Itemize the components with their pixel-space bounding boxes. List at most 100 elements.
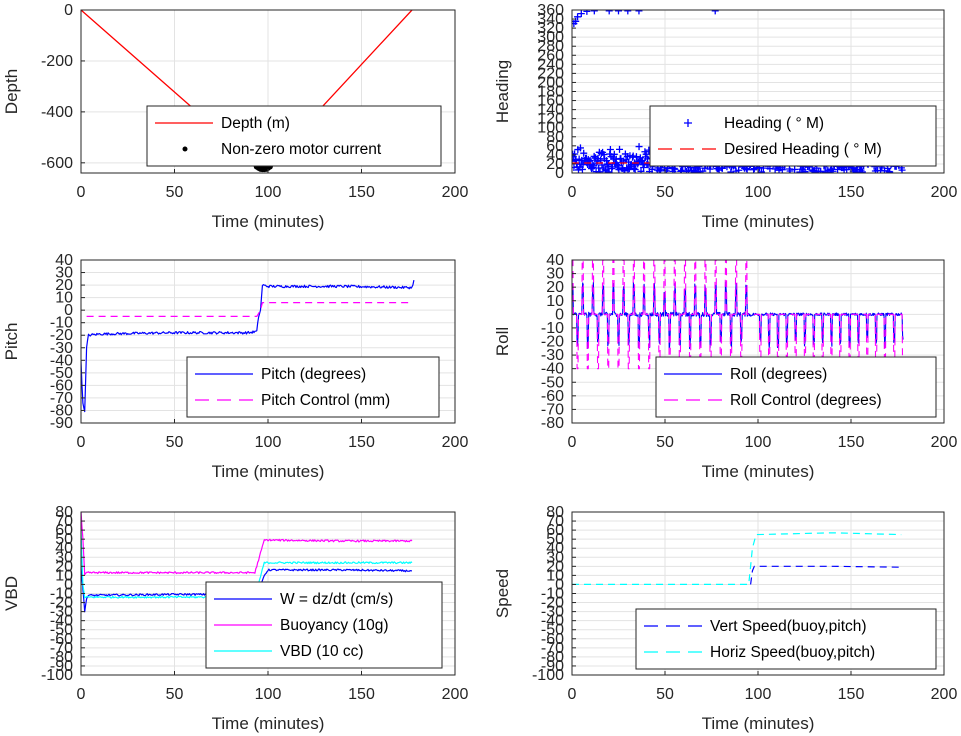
heading-point [634, 158, 642, 166]
heading-point [750, 166, 758, 173]
heading-point [801, 168, 809, 173]
x-tick-label: 0 [568, 184, 577, 201]
y-axis-label: VBD [2, 576, 21, 611]
y-tick-label: 10 [546, 567, 564, 584]
x-axis-label: Time (minutes) [702, 714, 815, 733]
heading-point [574, 13, 582, 21]
heading-point [637, 167, 645, 173]
heading-point [596, 168, 604, 173]
x-tick-label: 50 [656, 686, 674, 703]
heading-point [648, 165, 656, 173]
y-tick-label: 180 [537, 84, 564, 101]
x-axis-label: Time (minutes) [212, 212, 325, 231]
legend-marker [684, 119, 692, 127]
y-tick-label: 260 [537, 47, 564, 64]
heading-point [615, 10, 622, 15]
y-tick-label: 40 [55, 540, 73, 557]
heading-point [624, 10, 632, 15]
x-tick-label: 200 [931, 184, 958, 201]
legend: W = dz/dt (cm/s) Buoyancy (10g) VBD (10 cc… [205, 581, 443, 669]
y-tick-label: -70 [541, 640, 564, 657]
y-tick-label: -10 [541, 320, 564, 337]
heading-point [823, 168, 831, 173]
heading-point [635, 143, 643, 151]
y-tick-label: 0 [555, 306, 564, 323]
y-tick-label: -30 [541, 347, 564, 364]
y-tick-label: -20 [541, 595, 564, 612]
y-axis-label: Roll [493, 327, 512, 356]
legend-label: Buoyancy (10g) [280, 617, 389, 634]
x-tick-label: 50 [166, 184, 184, 201]
x-tick-label: 50 [166, 434, 184, 451]
y-tick-label: 200 [537, 74, 564, 91]
x-tick-label: 50 [656, 184, 674, 201]
heading-point [580, 149, 588, 157]
y-tick-label: -90 [50, 658, 73, 675]
legend-label: Heading ( ° M) [724, 115, 824, 132]
y-tick-label: 40 [55, 252, 73, 269]
heading-point [604, 160, 612, 168]
heading-point [602, 167, 610, 173]
subplot-4: 0 50 100 150 200403020100-10-20-30-40-50-60-… [493, 252, 957, 481]
y-tick-label: 60 [546, 138, 564, 155]
y-tick-label: 0 [555, 576, 564, 593]
heading-point [898, 166, 906, 173]
heading-point [610, 150, 618, 158]
x-tick-label: 100 [255, 686, 282, 703]
y-tick-label: 50 [546, 531, 564, 548]
x-tick-label: 0 [77, 434, 86, 451]
y-tick-label: 100 [537, 120, 564, 137]
y-tick-label: -80 [541, 415, 564, 432]
x-tick-label: 150 [348, 184, 375, 201]
legend-label: Non-zero motor current [221, 141, 382, 158]
heading-point [631, 166, 639, 173]
legend-marker [182, 146, 188, 152]
heading-point [791, 165, 799, 173]
heading-point [640, 164, 648, 172]
x-tick-label: 100 [255, 184, 282, 201]
y-tick-label: -70 [541, 401, 564, 418]
y-tick-label: -50 [50, 365, 73, 382]
heading-point [635, 10, 643, 15]
y-tick-label: 20 [546, 156, 564, 173]
x-tick-label: 200 [931, 434, 958, 451]
x-tick-label: 200 [442, 686, 469, 703]
x-tick-label: 200 [442, 434, 469, 451]
y-tick-label: -40 [541, 361, 564, 378]
series-3-2 [86, 302, 412, 317]
y-tick-label: -80 [541, 649, 564, 666]
y-axis-label: Heading [493, 60, 512, 123]
data-layer [572, 260, 904, 370]
y-tick-label: 80 [55, 504, 73, 521]
legend-box [635, 608, 937, 670]
heading-point [858, 168, 866, 173]
y-tick-label: 240 [537, 56, 564, 73]
series-3-1 [81, 279, 415, 413]
y-tick-label: -30 [50, 604, 73, 621]
x-tick-label: 150 [838, 434, 865, 451]
y-tick-label: 80 [546, 504, 564, 521]
heading-point [601, 166, 609, 173]
y-tick-label: -50 [50, 622, 73, 639]
y-tick-label: 160 [537, 93, 564, 110]
series-5-2 [81, 512, 413, 576]
x-axis-label: Time (minutes) [212, 462, 325, 481]
x-tick-label: 200 [442, 184, 469, 201]
y-tick-label: -60 [50, 377, 73, 394]
y-axis-label: Speed [493, 569, 512, 618]
y-tick-label: 10 [55, 290, 73, 307]
heading-point [829, 167, 837, 173]
series-6-2 [572, 532, 902, 586]
heading-point [616, 145, 624, 153]
legend: Pitch (degrees) Pitch Control (mm) [186, 356, 440, 418]
heading-point [778, 166, 786, 173]
subplot-1: 0 50 100 150 200 0 -200 -400 -600 Time (minutes) D… [2, 2, 468, 231]
y-axis-label: Pitch [2, 323, 21, 361]
x-tick-label: 100 [745, 184, 772, 201]
x-tick-label: 150 [838, 184, 865, 201]
y-tick-label: -30 [50, 340, 73, 357]
legend: Heading ( ° M) Desired Heading ( ° M) [649, 105, 937, 167]
heading-point [786, 167, 794, 173]
y-tick-label: -200 [41, 53, 73, 70]
